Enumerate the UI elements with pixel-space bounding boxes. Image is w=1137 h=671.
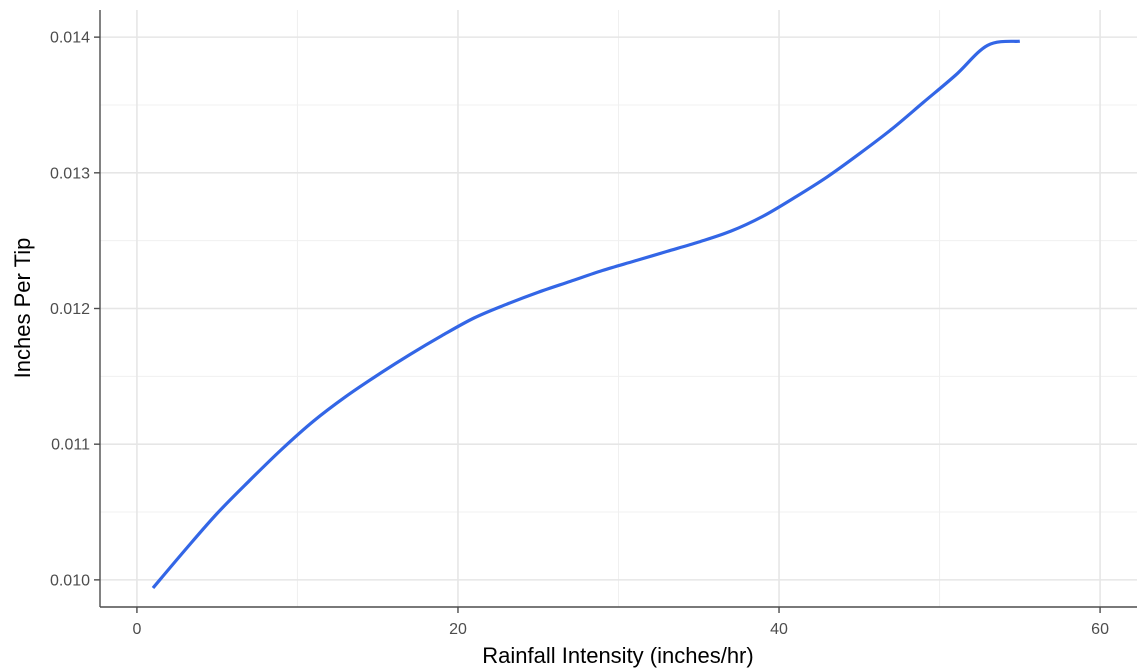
y-tick-label-3: 0.013 (50, 165, 90, 182)
x-tick-label-3: 60 (1091, 621, 1109, 638)
x-tick-label-0: 0 (132, 621, 141, 638)
y-tick-label-1: 0.011 (51, 437, 90, 454)
y-tick-label-2: 0.012 (50, 301, 90, 318)
y-tick-label-4: 0.014 (50, 30, 90, 47)
series-line (151, 39, 1021, 590)
x-axis-ticks: 0 20 40 60 (132, 607, 1109, 638)
y-axis-ticks: 0.010 0.011 0.012 0.013 0.014 (50, 30, 100, 589)
y-tick-label-0: 0.010 (50, 572, 90, 589)
major-gridlines (100, 10, 1137, 607)
y-axis-title: Inches Per Tip (10, 238, 35, 379)
x-axis-title: Rainfall Intensity (inches/hr) (482, 643, 753, 668)
x-tick-label-1: 20 (449, 621, 467, 638)
x-tick-label-2: 40 (770, 621, 788, 638)
